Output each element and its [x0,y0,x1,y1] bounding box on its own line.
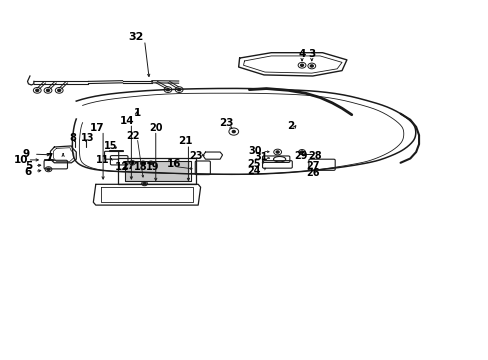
Text: 8: 8 [69,134,76,143]
Circle shape [300,151,303,153]
Text: 14: 14 [120,116,135,126]
Text: 7: 7 [45,153,52,163]
Circle shape [36,89,39,91]
Text: 28: 28 [308,151,322,161]
Text: 1: 1 [133,108,141,118]
Circle shape [143,183,146,185]
Text: 22: 22 [126,131,140,141]
Text: 4: 4 [298,49,305,59]
Circle shape [276,151,279,153]
Circle shape [166,89,169,91]
Text: 17: 17 [90,123,104,133]
Text: 23: 23 [218,118,233,128]
Text: 21: 21 [178,136,192,146]
Text: 6: 6 [25,167,32,177]
Text: 27: 27 [305,161,319,171]
Text: 15: 15 [104,141,118,151]
Text: 12: 12 [114,162,129,172]
Text: 10: 10 [14,155,28,165]
Circle shape [142,162,144,164]
Text: 19: 19 [146,162,159,172]
Circle shape [232,131,235,133]
Text: 23: 23 [188,150,202,161]
Text: 11: 11 [96,155,110,165]
Text: 26: 26 [305,168,319,178]
Text: 32: 32 [128,32,143,42]
Circle shape [58,89,61,91]
Text: 30: 30 [248,146,262,156]
Text: 5: 5 [25,161,32,171]
Text: 25: 25 [247,159,261,169]
Circle shape [310,65,313,67]
Text: 29: 29 [293,151,306,161]
Text: 24: 24 [247,166,261,176]
Circle shape [46,89,49,91]
Text: 3: 3 [307,49,315,59]
Text: 9: 9 [22,149,30,159]
Text: 17: 17 [122,161,135,171]
Text: 31: 31 [254,152,268,162]
Text: 20: 20 [149,123,162,133]
Circle shape [300,64,303,66]
Circle shape [177,89,180,91]
Circle shape [47,168,50,170]
Text: 16: 16 [166,159,181,169]
Text: 18: 18 [134,162,148,172]
Text: 2: 2 [286,121,294,131]
Text: 13: 13 [81,134,94,143]
Circle shape [131,162,134,164]
Circle shape [149,162,152,164]
